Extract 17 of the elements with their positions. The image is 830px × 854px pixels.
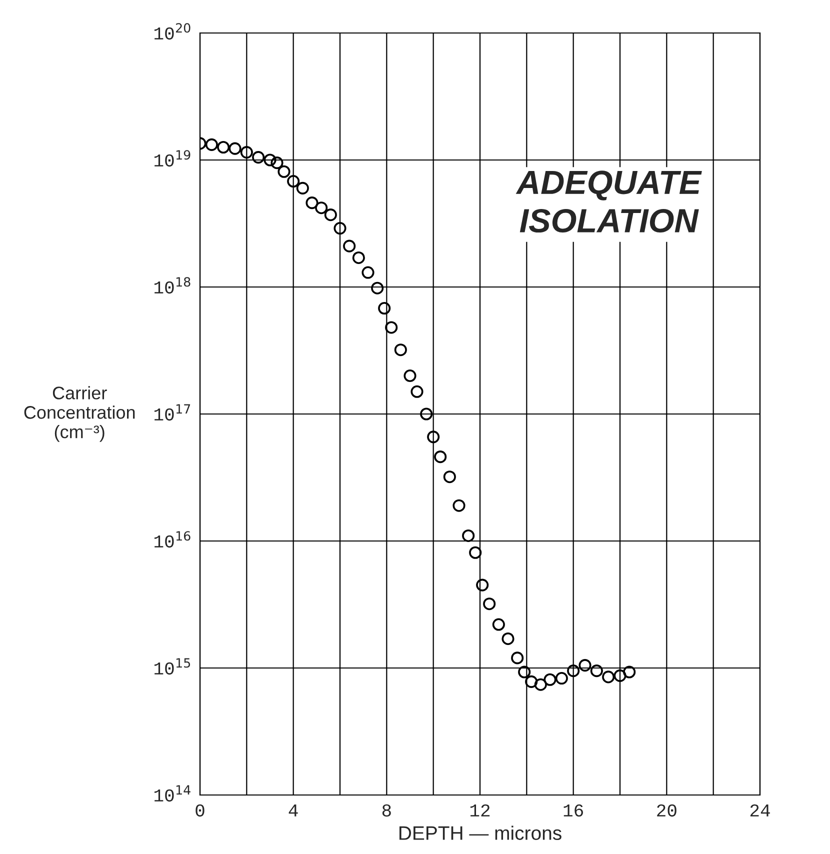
y-tick-label: 10$^{15}$	[154, 658, 190, 675]
x-tick-label: 20	[657, 804, 676, 817]
x-tick-label: 12	[470, 804, 490, 816]
annotation: ADEQUATE ISOLATION	[516, 170, 702, 233]
y-tick-label: 10$^{20}$	[154, 23, 190, 40]
y-tick-label: 10$^{19}$	[154, 150, 190, 167]
y-tick-label: 10$^{18}$	[154, 277, 190, 294]
y-tick-label: 10$^{16}$	[154, 531, 190, 548]
y-tick-label: 10$^{14}$	[154, 785, 190, 802]
x-tick-label: 0	[196, 804, 204, 817]
y-tick-label: 10$^{17}$	[154, 404, 190, 421]
x-tick-label: 24	[750, 804, 770, 816]
y-axis-title: Carrier Concentration (cm⁻³)	[24, 386, 135, 442]
x-tick-label: 16	[564, 804, 583, 817]
x-tick-label: 8	[382, 804, 391, 817]
x-axis-title: DEPTH — microns	[399, 826, 562, 840]
x-tick-label: 4	[288, 804, 298, 816]
